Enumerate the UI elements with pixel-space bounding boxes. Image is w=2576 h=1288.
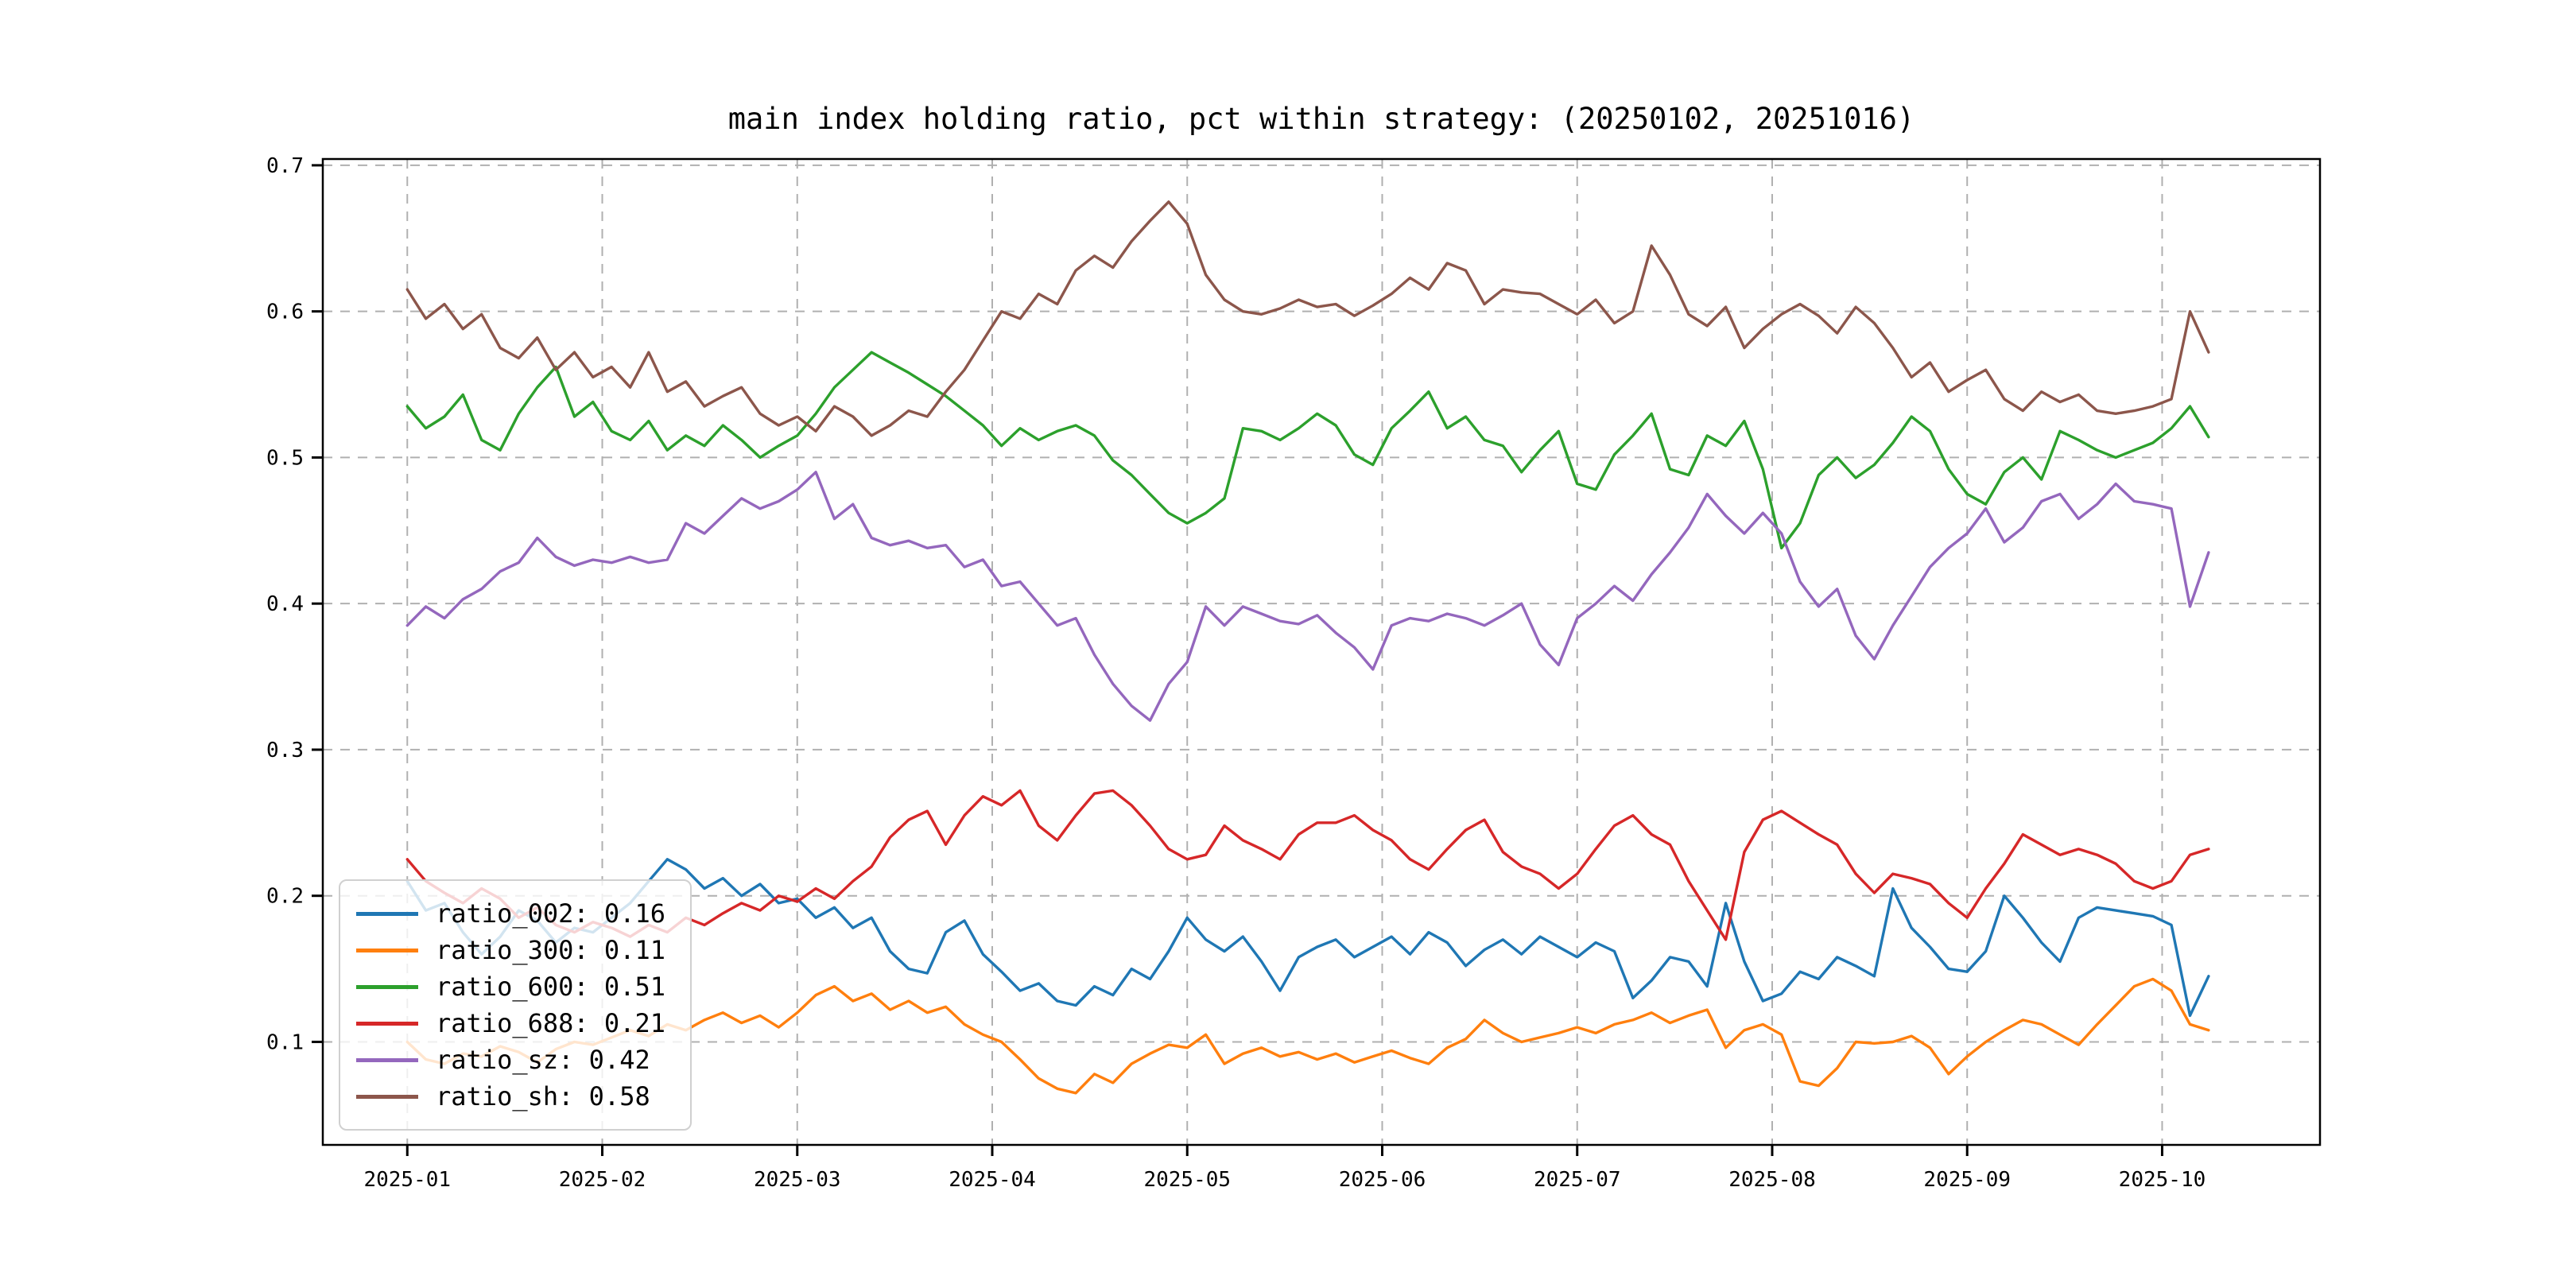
- legend-label: ratio_600: 0.51: [436, 972, 665, 1002]
- legend-line-swatch: [356, 1057, 418, 1062]
- legend-item-ratio_sz: ratio_sz: 0.42: [356, 1045, 669, 1075]
- x-tick-label: 2025-05: [1143, 1168, 1231, 1192]
- series-line-ratio_002: [405, 858, 2210, 1018]
- legend-line-swatch: [356, 1094, 418, 1099]
- legend-item-ratio_002: ratio_002: 0.16: [356, 898, 669, 929]
- legend: ratio_002: 0.16 ratio_300: 0.11 ratio_600:…: [339, 879, 692, 1131]
- legend-line-swatch: [356, 911, 418, 916]
- y-tick-label: 0.1: [266, 1030, 304, 1054]
- series-line-ratio_300: [405, 977, 2210, 1095]
- chart-title: main index holding ratio, pct within str…: [727, 102, 1915, 136]
- y-tick-label: 0.7: [266, 154, 304, 178]
- legend-label: ratio_sh: 0.58: [436, 1081, 650, 1111]
- series-line-ratio_688: [405, 789, 2210, 941]
- x-tick-label: 2025-04: [949, 1168, 1036, 1192]
- legend-label: ratio_300: 0.11: [436, 935, 665, 965]
- x-tick-label: 2025-10: [2119, 1168, 2206, 1192]
- x-tick-label: 2025-01: [363, 1168, 451, 1192]
- legend-label: ratio_sz: 0.42: [436, 1045, 650, 1075]
- series-line-ratio_sh: [405, 200, 2210, 437]
- series-line-ratio_600: [405, 351, 2210, 549]
- y-tick-label: 0.2: [266, 885, 304, 909]
- legend-label: ratio_688: 0.21: [436, 1008, 665, 1038]
- y-tick-label: 0.3: [266, 739, 304, 762]
- plot-frame: [321, 157, 2322, 1146]
- x-tick-label: 2025-07: [1534, 1168, 1621, 1192]
- x-tick-label: 2025-09: [1923, 1168, 2011, 1192]
- legend-label: ratio_002: 0.16: [436, 898, 665, 929]
- y-tick-label: 0.4: [266, 592, 304, 616]
- x-tick-label: 2025-03: [754, 1168, 841, 1192]
- series-line-ratio_sz: [405, 471, 2210, 722]
- legend-item-ratio_sh: ratio_sh: 0.58: [356, 1081, 669, 1111]
- x-tick-label: 2025-08: [1728, 1168, 1816, 1192]
- x-tick-label: 2025-06: [1339, 1168, 1426, 1192]
- legend-item-ratio_600: ratio_600: 0.51: [356, 972, 669, 1002]
- y-tick-label: 0.6: [266, 301, 304, 324]
- legend-item-ratio_688: ratio_688: 0.21: [356, 1008, 669, 1038]
- legend-line-swatch: [356, 1021, 418, 1026]
- y-tick-label: 0.5: [266, 446, 304, 470]
- x-tick-label: 2025-02: [559, 1168, 646, 1192]
- legend-line-swatch: [356, 948, 418, 952]
- legend-item-ratio_300: ratio_300: 0.11: [356, 935, 669, 965]
- legend-line-swatch: [356, 984, 418, 989]
